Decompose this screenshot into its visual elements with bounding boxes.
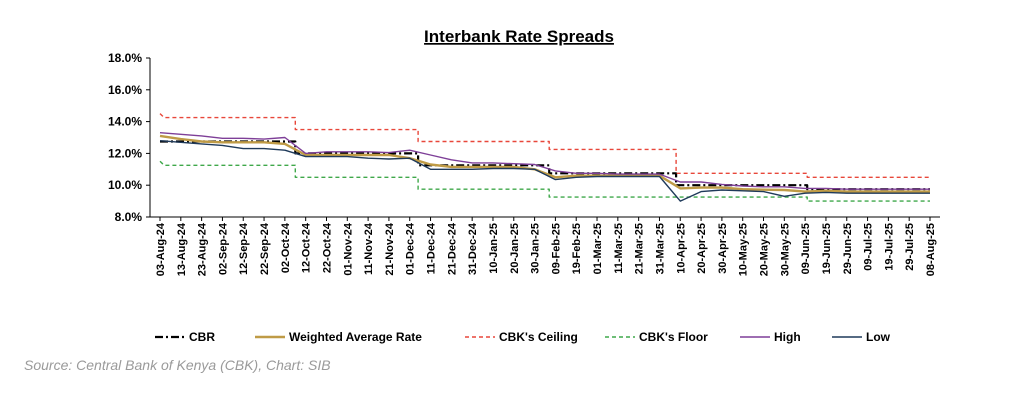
x-tick-label: 19-Jun-25: [821, 223, 833, 274]
x-tick-label: 29-Jun-25: [842, 223, 854, 274]
legend-item-cbk-s-floor: CBK's Floor: [605, 330, 708, 344]
x-tick-label: 10-Jan-25: [488, 223, 500, 274]
y-tick-label: 12.0%: [108, 146, 142, 160]
legend-label: CBK's Ceiling: [499, 330, 578, 344]
x-tick-label: 02-Sep-24: [217, 222, 229, 275]
series-line-weighted-average-rate: [159, 134, 930, 193]
x-tick-label: 13-Aug-24: [176, 222, 188, 276]
plot-area: 18.0% 16.0% 14.0% 12.0% 10.0% 8.0% 03-Aug-24 13…: [108, 51, 940, 276]
series-line-cbk-s-floor: [159, 160, 930, 202]
legend-item-weighted-average-rate: Weighted Average Rate: [255, 330, 422, 344]
legend-item-high: High: [740, 330, 801, 344]
series-line-cbr: [160, 140, 930, 191]
y-tick-label: 8.0%: [115, 210, 143, 224]
legend-label: Weighted Average Rate: [289, 330, 422, 344]
x-tick-label: 10-May-25: [738, 223, 750, 276]
series-line-low: [159, 140, 930, 202]
x-tick-label: 29-Jul-25: [904, 223, 916, 271]
y-tick-label: 16.0%: [108, 83, 142, 97]
source-note: Source: Central Bank of Kenya (CBK), Cha…: [24, 357, 331, 373]
x-tick-label: 30-Jan-25: [530, 223, 542, 274]
legend-item-cbk-s-ceiling: CBK's Ceiling: [465, 330, 578, 344]
x-tick-label: 20-May-25: [759, 223, 771, 276]
x-tick-label: 23-Aug-24: [197, 222, 209, 276]
x-tick-label: 31-Dec-24: [467, 222, 479, 275]
x-tick-label: 01-Nov-24: [342, 222, 354, 275]
x-tick-label: 10-Apr-25: [675, 223, 687, 274]
x-tick-label: 22-Sep-24: [259, 222, 271, 275]
x-tick-label: 22-Oct-24: [321, 222, 333, 273]
x-tick-label: 11-Dec-24: [426, 222, 438, 274]
x-tick-label: 19-Feb-25: [571, 223, 583, 274]
x-tick-label: 21-Nov-24: [384, 222, 396, 275]
legend-label: CBK's Floor: [639, 330, 708, 344]
x-tick-label: 12-Oct-24: [301, 222, 313, 273]
x-tick-label: 11-Nov-24: [363, 222, 375, 275]
y-tick-label: 10.0%: [108, 178, 142, 192]
chart-title: Interbank Rate Spreads: [424, 27, 614, 46]
x-tick-label: 09-Feb-25: [550, 223, 562, 274]
y-tick-label: 14.0%: [108, 115, 142, 129]
x-tick-label: 02-Oct-24: [280, 222, 292, 273]
x-tick-label: 03-Aug-24: [155, 222, 167, 276]
x-tick-label: 08-Aug-25: [925, 223, 937, 276]
x-tick-label: 30-May-25: [779, 223, 791, 276]
x-tick-label: 31-Mar-25: [654, 223, 666, 274]
series-line-high: [159, 132, 930, 190]
x-tick-label: 01-Dec-24: [405, 222, 417, 275]
legend-label: CBR: [189, 330, 215, 344]
legend: CBR Weighted Average Rate CBK's Ceiling CBK…: [155, 330, 891, 344]
x-tick-label: 30-Apr-25: [717, 223, 729, 274]
x-tick-label: 01-Mar-25: [592, 223, 604, 274]
x-tick-label: 09-Jul-25: [863, 223, 875, 271]
series-line-cbk-s-ceiling: [159, 113, 930, 178]
legend-item-cbr: CBR: [155, 330, 215, 344]
x-tick-label: 21-Mar-25: [634, 223, 646, 274]
x-tick-label: 11-Mar-25: [613, 223, 625, 274]
legend-label: High: [774, 330, 801, 344]
y-tick-label: 18.0%: [108, 51, 142, 65]
x-tick-label: 19-Jul-25: [883, 223, 895, 271]
x-tick-label: 20-Apr-25: [696, 223, 708, 274]
x-tick-label: 20-Jan-25: [509, 223, 521, 274]
x-tick-label: 21-Dec-24: [446, 222, 458, 275]
legend-item-low: Low: [832, 330, 891, 344]
x-tick-label: 09-Jun-25: [800, 223, 812, 274]
legend-label: Low: [866, 330, 891, 344]
x-tick-label: 12-Sep-24: [238, 222, 250, 275]
